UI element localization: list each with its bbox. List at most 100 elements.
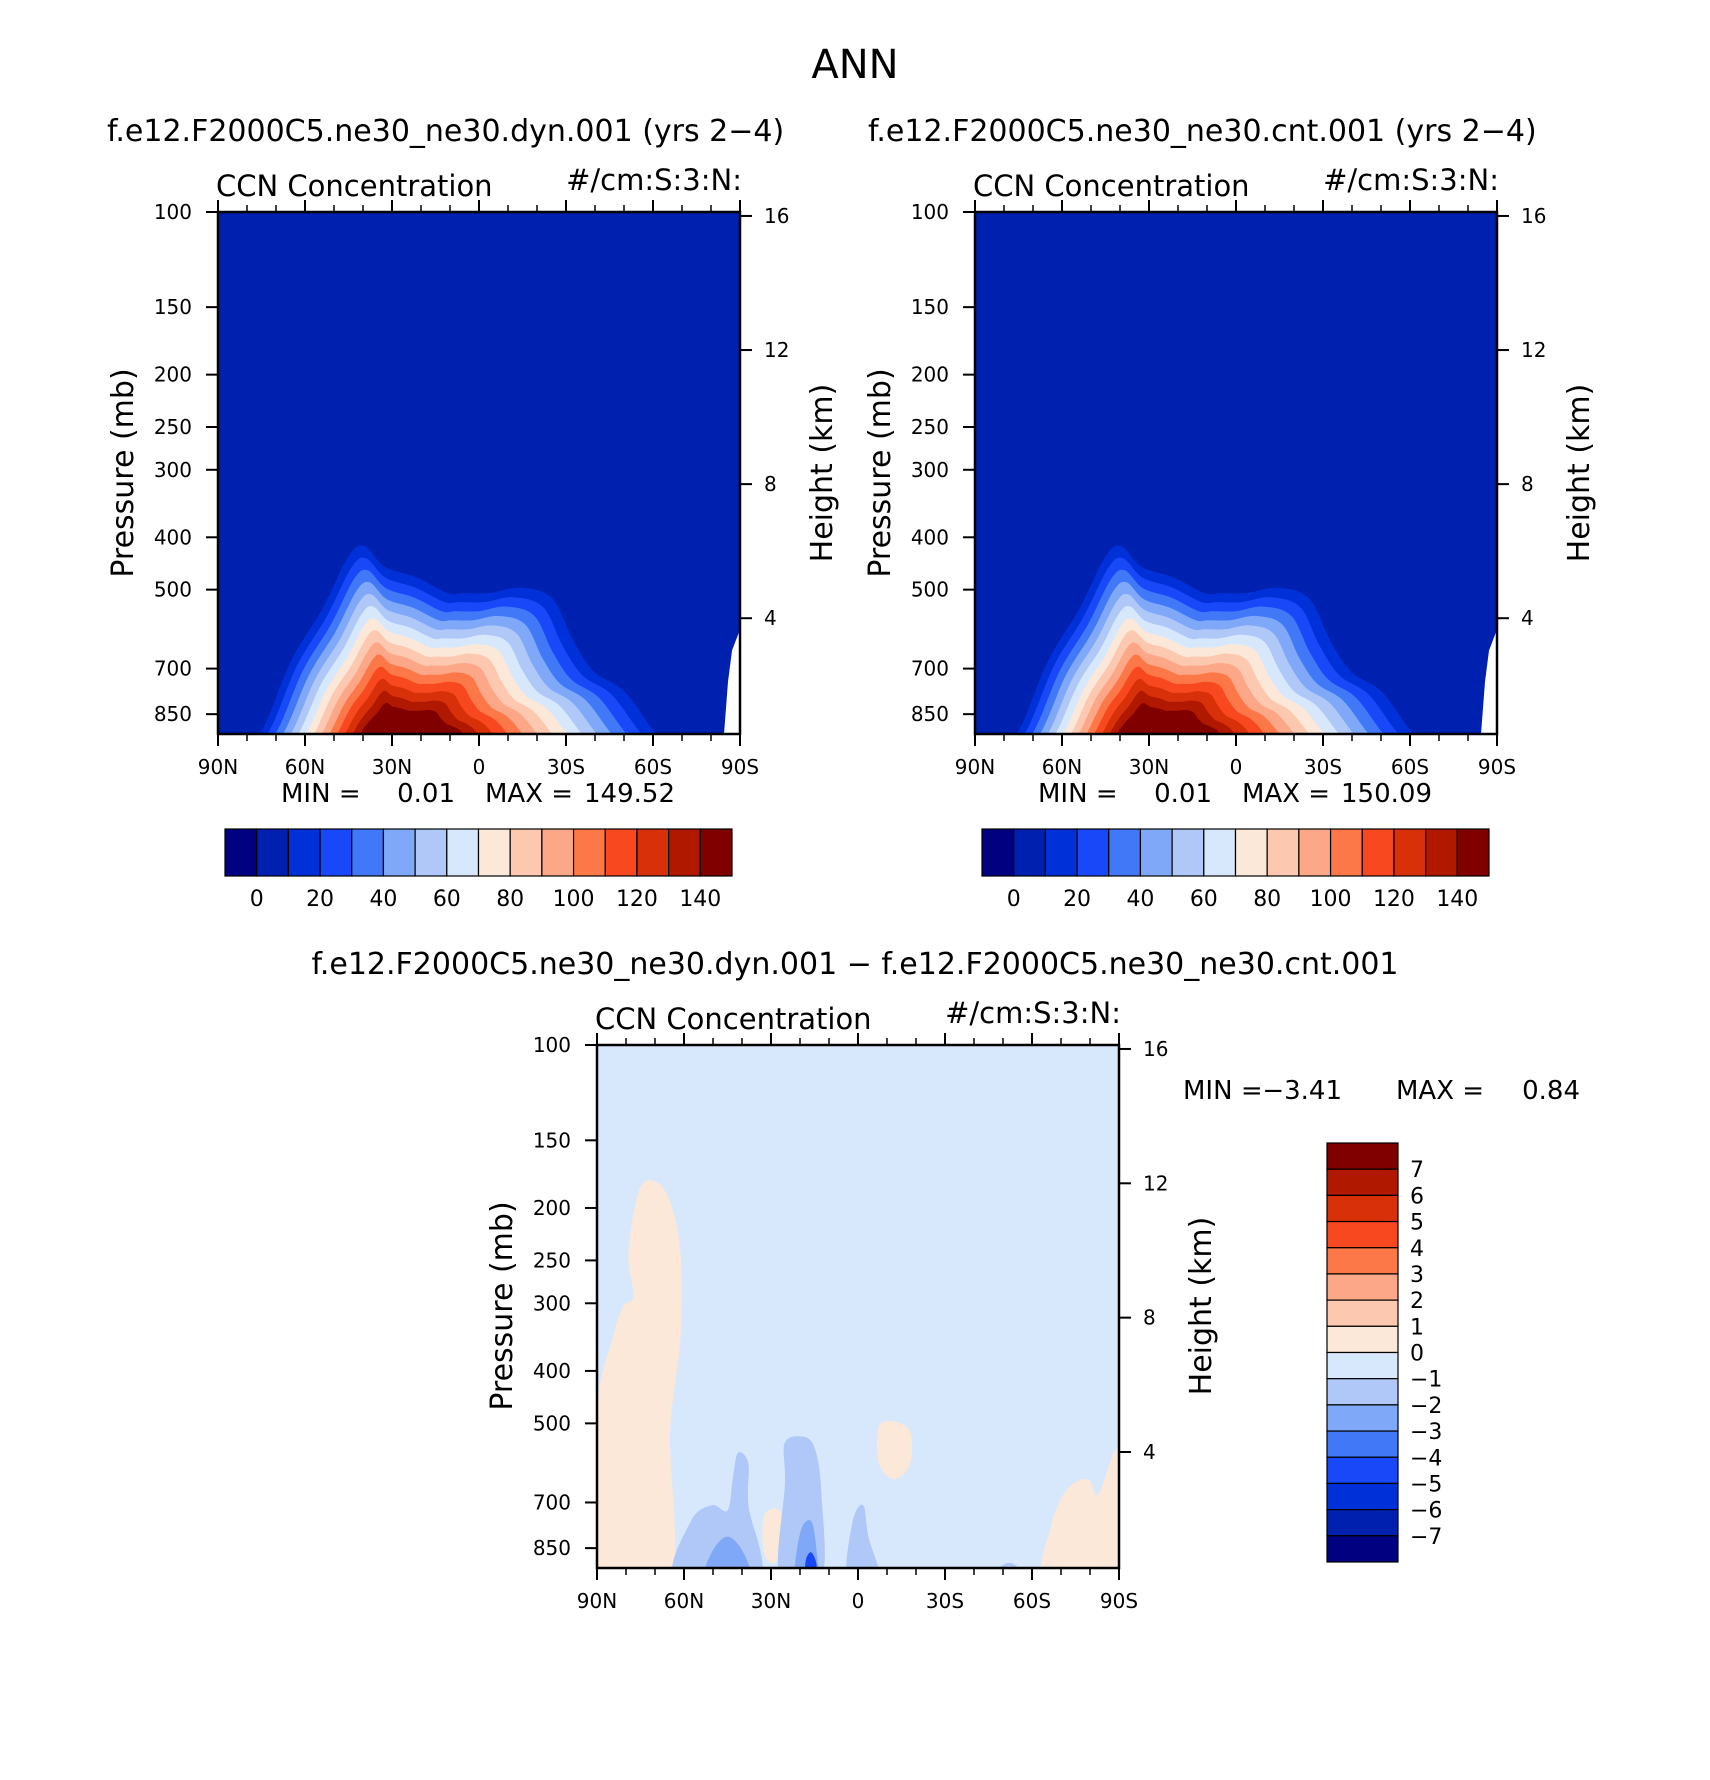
colorbar-box (1326, 1482, 1399, 1511)
y-tick-label: 300 (911, 458, 949, 482)
cnt-colorbar: 0 20 40 60 80 100 120 140 (981, 828, 1490, 912)
y2-tick-label: 4 (1521, 606, 1534, 630)
y2-tick-label: 12 (1143, 1171, 1168, 1195)
x-tick-label: 90S (721, 755, 759, 779)
diff-contour-fill (597, 1045, 1119, 1568)
colorbar-box (1139, 828, 1173, 877)
colorbar-label: −3 (1410, 1420, 1442, 1445)
x-tick-label: 90N (577, 1589, 617, 1613)
dyn-panel: 90N 60N 30N 0 30S 60S 90S100150200250300400500… (106, 163, 840, 912)
colorbar-box (256, 828, 289, 877)
x-tick-label: 60N (1042, 755, 1082, 779)
colorbar-box (1203, 828, 1237, 877)
colorbar-box (1329, 828, 1363, 877)
colorbar-box (1326, 1351, 1399, 1380)
y2-tick-label: 16 (764, 204, 789, 228)
y-tick-label: 700 (911, 657, 949, 681)
y-tick-label: 300 (154, 458, 192, 482)
y2-tick-label: 4 (1143, 1440, 1156, 1464)
colorbar-box (1425, 828, 1458, 877)
colorbar-box (541, 828, 575, 877)
y2-tick-label: 12 (1521, 338, 1546, 362)
colorbar-box (1326, 1404, 1399, 1432)
dyn-max-value: 149.52 (584, 779, 675, 809)
missing-data-region (724, 629, 740, 734)
colorbar-box (446, 828, 480, 877)
cnt-max-label: MAX = (1242, 779, 1330, 809)
colorbar-box (1044, 828, 1078, 877)
colorbar-box (382, 828, 416, 877)
colorbar-box (1326, 1535, 1399, 1563)
dyn-min-label: MIN = (281, 779, 361, 809)
contour-band (705, 1536, 750, 1568)
top-right-panel-title: f.e12.F2000C5.ne30_ne30.cnt.001 (yrs 2−4… (868, 114, 1537, 149)
contour-band (597, 1045, 1119, 1568)
y-tick-label: 250 (533, 1248, 571, 1272)
x-tick-label: 0 (473, 755, 486, 779)
contour-band (1041, 1448, 1119, 1568)
x-tick-label: 0 (1230, 755, 1243, 779)
dyn-ylabel: Pressure (mb) (106, 368, 141, 577)
y-tick-label: 200 (533, 1196, 571, 1220)
contour-band (804, 1552, 817, 1568)
cnt-units-label: #/cm:S:3:N: (1323, 163, 1499, 197)
contour-band (597, 1180, 682, 1568)
cnt-axes: 90N 60N 30N 0 30S 60S 90S 100 150 200 250 300 400 500… (911, 200, 1546, 779)
cnt-variable-label: CCN Concentration (973, 169, 1250, 203)
colorbar-box (1108, 828, 1142, 877)
x-tick-label: 60N (285, 755, 325, 779)
colorbar-label: 20 (306, 887, 334, 912)
figure-title: ANN (811, 42, 898, 88)
y2-tick-label: 8 (764, 472, 777, 496)
colorbar-label: 1 (1410, 1315, 1424, 1340)
colorbar-label: −7 (1410, 1525, 1442, 1550)
top-left-panel-title: f.e12.F2000C5.ne30_ne30.dyn.001 (yrs 2−4… (107, 114, 784, 149)
colorbar-box (981, 828, 1015, 877)
colorbar-box (699, 828, 733, 877)
colorbar-label: 3 (1410, 1263, 1424, 1288)
y2-tick-label: 8 (1143, 1306, 1156, 1330)
diff-units-label: #/cm:S:3:N: (945, 996, 1121, 1030)
colorbar-box (1326, 1142, 1399, 1170)
colorbar-label: 0 (1007, 887, 1021, 912)
diff-variable-label: CCN Concentration (595, 1002, 872, 1036)
colorbar-label: 120 (616, 887, 658, 912)
cnt-y2label: Height (km) (1562, 384, 1597, 563)
dyn-y2label: Height (km) (805, 384, 840, 563)
y-tick-label: 300 (533, 1291, 571, 1315)
colorbar-label: 140 (679, 887, 721, 912)
colorbar-label: −5 (1410, 1472, 1442, 1497)
diff-max-label: MAX = (1396, 1076, 1484, 1106)
y-tick-label: 200 (154, 363, 192, 387)
colorbar-box (1326, 1168, 1399, 1196)
x-tick-label: 90N (198, 755, 238, 779)
diff-ylabel: Pressure (mb) (485, 1201, 520, 1410)
colorbar-box (1171, 828, 1205, 877)
y-tick-label: 150 (533, 1128, 571, 1152)
colorbar-box (1326, 1430, 1399, 1458)
y-tick-label: 400 (911, 525, 949, 549)
colorbar-label: 20 (1063, 887, 1091, 912)
dyn-axes: 90N 60N 30N 0 30S 60S 90S 100 150 200 250 300 400 500… (154, 200, 789, 779)
colorbar-label: 2 (1410, 1289, 1424, 1314)
x-tick-label: 90S (1478, 755, 1516, 779)
y-tick-label: 100 (154, 200, 192, 224)
contour-band (876, 1420, 913, 1480)
colorbar-label: 80 (1253, 887, 1281, 912)
y2-tick-label: 4 (764, 606, 777, 630)
dyn-colorbar: 0 20 40 60 80 100 120 140 (224, 828, 733, 912)
y-tick-label: 700 (154, 657, 192, 681)
cnt-max-value: 150.09 (1341, 779, 1432, 809)
colorbar-label: 60 (433, 887, 461, 912)
colorbar-box (319, 828, 353, 877)
x-tick-label: 30S (1304, 755, 1342, 779)
y-tick-label: 150 (154, 295, 192, 319)
y-tick-label: 850 (911, 702, 949, 726)
colorbar-label: 0 (250, 887, 264, 912)
diff-panel: 90N 60N 30N 0 30S 60S 90S100150200250300400500… (485, 996, 1580, 1613)
colorbar-label: 100 (1310, 887, 1352, 912)
y2-tick-label: 16 (1521, 204, 1546, 228)
cnt-panel: 90N 60N 30N 0 30S 60S 90S100150200250300400500… (863, 163, 1597, 912)
colorbar-box (1326, 1456, 1399, 1485)
